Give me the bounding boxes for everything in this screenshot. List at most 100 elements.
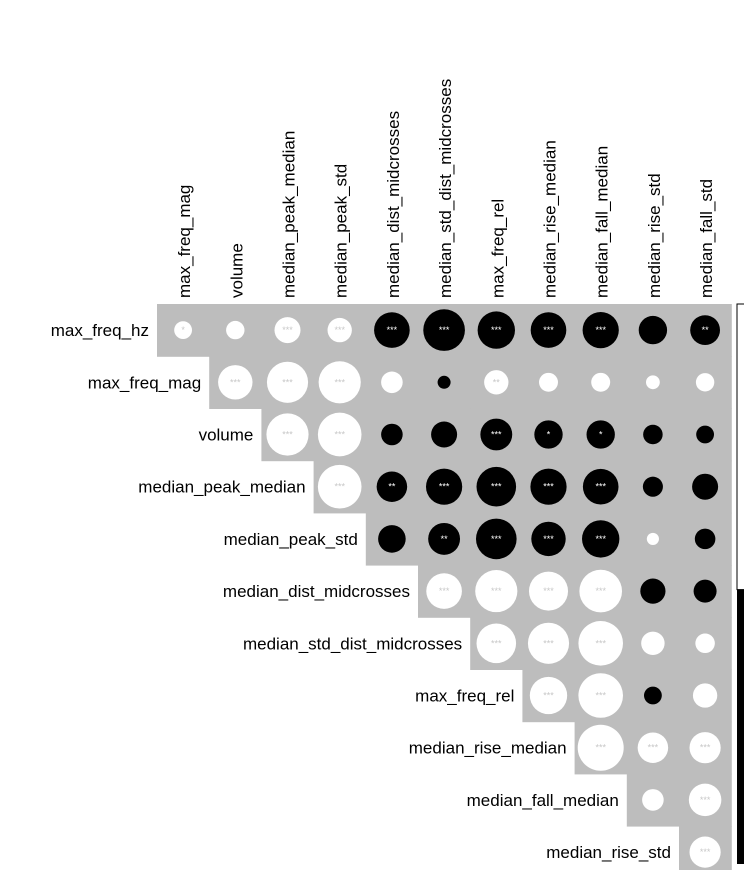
correlation-circle bbox=[694, 528, 716, 550]
correlation-circle bbox=[582, 520, 620, 558]
correlation-circle bbox=[425, 468, 463, 505]
significance-label: *** bbox=[595, 482, 606, 492]
significance-label: * bbox=[547, 430, 551, 440]
correlation-circle bbox=[528, 571, 569, 611]
color-legend bbox=[736, 303, 744, 864]
row-label: median_rise_std bbox=[546, 843, 671, 862]
correlation-circle bbox=[218, 365, 253, 400]
row-label: median_rise_median bbox=[409, 739, 567, 758]
correlation-circle bbox=[475, 570, 518, 613]
column-label: median_fall_std bbox=[697, 179, 716, 298]
correlation-circle bbox=[531, 521, 566, 557]
significance-label: *** bbox=[595, 586, 606, 596]
legend-negative bbox=[737, 589, 744, 864]
significance-label: *** bbox=[282, 377, 293, 387]
significance-label: *** bbox=[595, 534, 606, 544]
correlation-circle bbox=[530, 312, 567, 348]
correlation-circle bbox=[437, 375, 451, 389]
correlation-circle bbox=[226, 320, 245, 340]
column-label: median_peak_median bbox=[280, 131, 299, 298]
correlation-circle bbox=[690, 315, 721, 346]
row-label: median_peak_median bbox=[138, 478, 305, 497]
correlation-circle bbox=[582, 468, 619, 505]
correlation-circle bbox=[477, 311, 515, 349]
significance-label: *** bbox=[282, 325, 293, 335]
column-label: max_freq_mag bbox=[175, 185, 194, 298]
correlation-circle bbox=[274, 317, 301, 344]
correlation-circle bbox=[428, 522, 461, 555]
correlation-circle bbox=[266, 413, 309, 456]
significance-label: ** bbox=[441, 534, 449, 544]
correlation-circle bbox=[174, 321, 193, 340]
significance-label: *** bbox=[543, 586, 554, 596]
row-label: median_dist_midcrosses bbox=[223, 582, 410, 601]
correlation-circle bbox=[693, 579, 717, 603]
row-label: volume bbox=[199, 426, 254, 445]
significance-label: *** bbox=[334, 377, 345, 387]
correlation-circle bbox=[586, 420, 615, 449]
significance-label: *** bbox=[491, 638, 502, 648]
correlation-circle bbox=[692, 473, 719, 500]
correlation-circle bbox=[327, 317, 352, 343]
significance-label: *** bbox=[700, 847, 711, 857]
significance-label: *** bbox=[439, 482, 450, 492]
correlation-circle bbox=[476, 623, 517, 664]
correlation-circle bbox=[317, 464, 362, 509]
correlation-circle bbox=[578, 621, 623, 666]
column-label: median_std_dist_midcrosses bbox=[436, 79, 455, 298]
correlation-circle bbox=[689, 732, 721, 764]
correlation-circle bbox=[480, 418, 513, 451]
correlation-circle bbox=[640, 578, 666, 604]
row-label: max_freq_mag bbox=[88, 373, 201, 392]
correlation-circle bbox=[431, 421, 458, 448]
row-label: max_freq_rel bbox=[415, 687, 514, 706]
correlation-circle bbox=[591, 372, 611, 392]
correlation-circle bbox=[376, 471, 408, 502]
significance-label: ** bbox=[493, 377, 501, 387]
correlation-circle bbox=[318, 361, 361, 404]
correlation-circle bbox=[374, 312, 410, 348]
significance-label: *** bbox=[282, 430, 293, 440]
significance-label: ** bbox=[702, 325, 710, 335]
correlation-circle bbox=[266, 361, 309, 403]
column-label: median_dist_midcrosses bbox=[384, 111, 403, 298]
correlation-circle bbox=[476, 466, 517, 507]
correlation-circle bbox=[317, 412, 362, 457]
column-label: median_fall_median bbox=[593, 146, 612, 298]
column-label: volume bbox=[227, 243, 246, 298]
correlation-circle bbox=[378, 525, 406, 553]
correlation-circle bbox=[484, 370, 509, 395]
correlation-circle bbox=[582, 311, 619, 349]
correlation-circle bbox=[688, 783, 722, 817]
correlation-circle bbox=[577, 724, 624, 771]
correlation-circle bbox=[530, 468, 567, 505]
correlation-circle bbox=[475, 518, 517, 560]
correlation-circle bbox=[426, 573, 462, 609]
correlation-circle bbox=[637, 732, 669, 763]
column-label: median_rise_std bbox=[645, 173, 664, 298]
correlation-circle bbox=[641, 631, 665, 656]
significance-label: *** bbox=[543, 325, 554, 335]
significance-label: *** bbox=[543, 482, 554, 492]
correlation-circle bbox=[695, 633, 715, 654]
significance-label: *** bbox=[334, 482, 345, 492]
significance-label: *** bbox=[595, 325, 606, 335]
significance-label: *** bbox=[439, 586, 450, 596]
column-label: median_rise_median bbox=[541, 140, 560, 298]
significance-label: *** bbox=[543, 534, 554, 544]
significance-label: *** bbox=[543, 638, 554, 648]
correlation-circle bbox=[695, 373, 715, 392]
correlation-circle bbox=[643, 424, 663, 445]
significance-label: * bbox=[181, 325, 185, 335]
significance-label: *** bbox=[700, 795, 711, 805]
correlation-circle bbox=[579, 569, 623, 613]
correlation-circle bbox=[529, 676, 568, 715]
legend-positive bbox=[736, 303, 744, 591]
column-label: max_freq_rel bbox=[488, 199, 507, 298]
row-label: median_peak_std bbox=[224, 530, 358, 549]
column-label: median_peak_std bbox=[332, 164, 351, 298]
significance-label: *** bbox=[595, 691, 606, 701]
significance-label: * bbox=[599, 430, 603, 440]
